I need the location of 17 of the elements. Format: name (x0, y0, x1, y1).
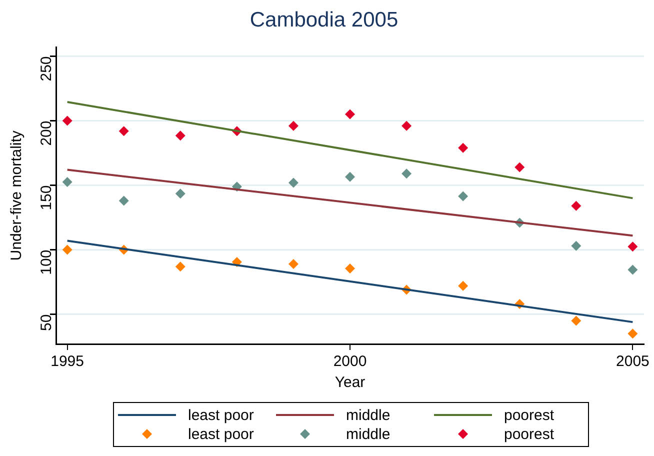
y-tick-label: 250 (38, 56, 56, 82)
legend-label: least poor (188, 406, 254, 424)
x-tick-label: 2005 (616, 353, 650, 370)
legend-label: least poor (188, 426, 254, 442)
y-tick-label: 150 (38, 185, 56, 210)
x-tick-label: 2000 (333, 353, 367, 370)
y-tick-label: 200 (38, 120, 56, 146)
chart-title: Cambodia 2005 (250, 8, 398, 32)
legend-label: middle (346, 406, 390, 424)
y-tick-label: 100 (38, 250, 56, 275)
legend-label: poorest (504, 406, 554, 424)
y-axis-title: Under-five mortality (8, 130, 26, 261)
y-tick-label: 50 (38, 314, 56, 332)
x-axis-title: Year (334, 374, 366, 392)
legend-label: middle (346, 426, 390, 442)
legend-label: poorest (504, 426, 554, 442)
x-tick-label: 1995 (50, 353, 84, 370)
